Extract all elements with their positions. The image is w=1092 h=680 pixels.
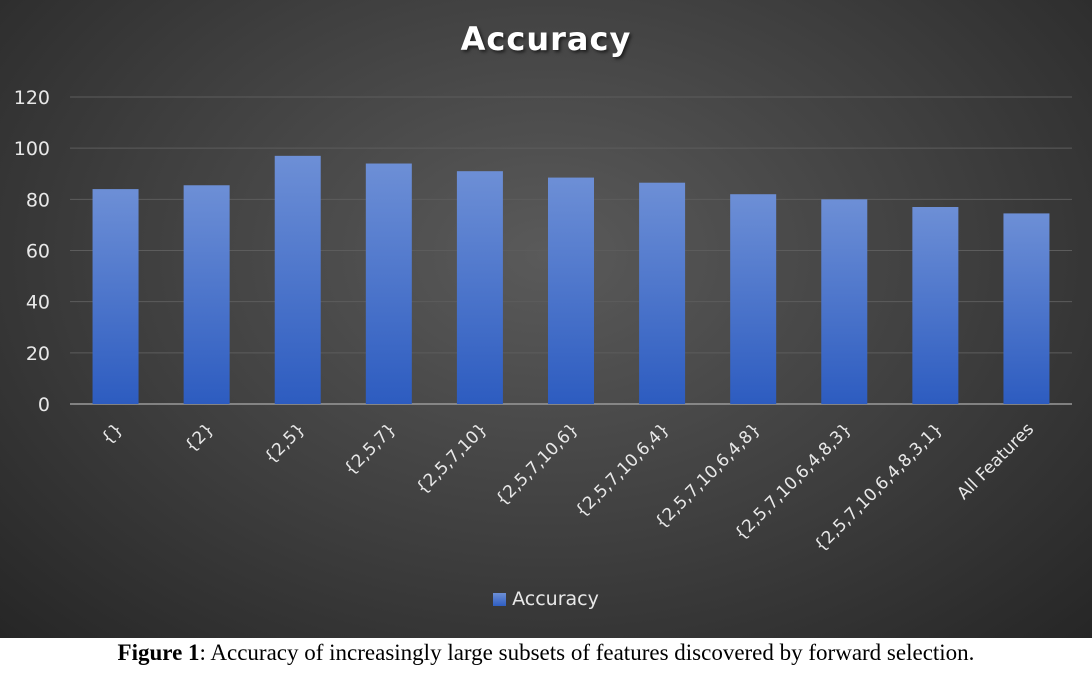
y-tick-label: 120	[14, 87, 50, 109]
bar	[821, 199, 868, 404]
bar	[1003, 213, 1050, 404]
y-tick-label: 100	[14, 138, 50, 160]
y-tick-label: 40	[26, 292, 50, 314]
x-tick-label: {2,5,7,10}	[412, 419, 491, 498]
x-tick-label: {}	[98, 419, 127, 448]
x-tick-label: {2,5,7}	[340, 419, 400, 479]
caption-prefix: Figure 1	[117, 640, 200, 665]
x-tick-label: {2}	[181, 419, 218, 456]
y-tick-label: 0	[38, 394, 50, 416]
bar	[274, 155, 321, 404]
bars	[92, 155, 1050, 404]
bar	[730, 194, 777, 404]
figure-caption: Figure 1: Accuracy of increasingly large…	[0, 640, 1092, 666]
y-tick-label: 60	[26, 241, 50, 263]
y-tick-label: 20	[26, 343, 50, 365]
bar	[365, 163, 412, 404]
chart-panel: 0 20 40 60 80 100 120 {} {2} {2,5} {2,5,7} {2,5,7,…	[0, 0, 1092, 638]
bar	[912, 207, 959, 404]
caption-text: : Accuracy of increasingly large subsets…	[199, 640, 975, 665]
bar	[456, 171, 503, 404]
x-tick-label: {2,5,7,10,6,4}	[572, 419, 674, 521]
x-axis-ticks: {} {2} {2,5} {2,5,7} {2,5,7,10} {2,5,7,10,6}{…	[98, 419, 1038, 556]
legend: Accuracy	[0, 588, 1092, 610]
chart-title: Accuracy	[460, 20, 632, 58]
x-tick-label: {2,5}	[261, 419, 310, 468]
x-tick-label: {2,5,7,10,6}	[492, 419, 583, 510]
y-tick-label: 80	[26, 189, 50, 211]
bar	[639, 182, 686, 404]
bar	[92, 189, 139, 404]
legend-label: Accuracy	[512, 588, 599, 610]
bar	[183, 185, 230, 404]
legend-swatch	[493, 592, 507, 606]
bar	[548, 177, 594, 404]
x-tick-label: All Features	[953, 419, 1038, 504]
y-axis-ticks: 0 20 40 60 80 100 120	[14, 87, 50, 416]
